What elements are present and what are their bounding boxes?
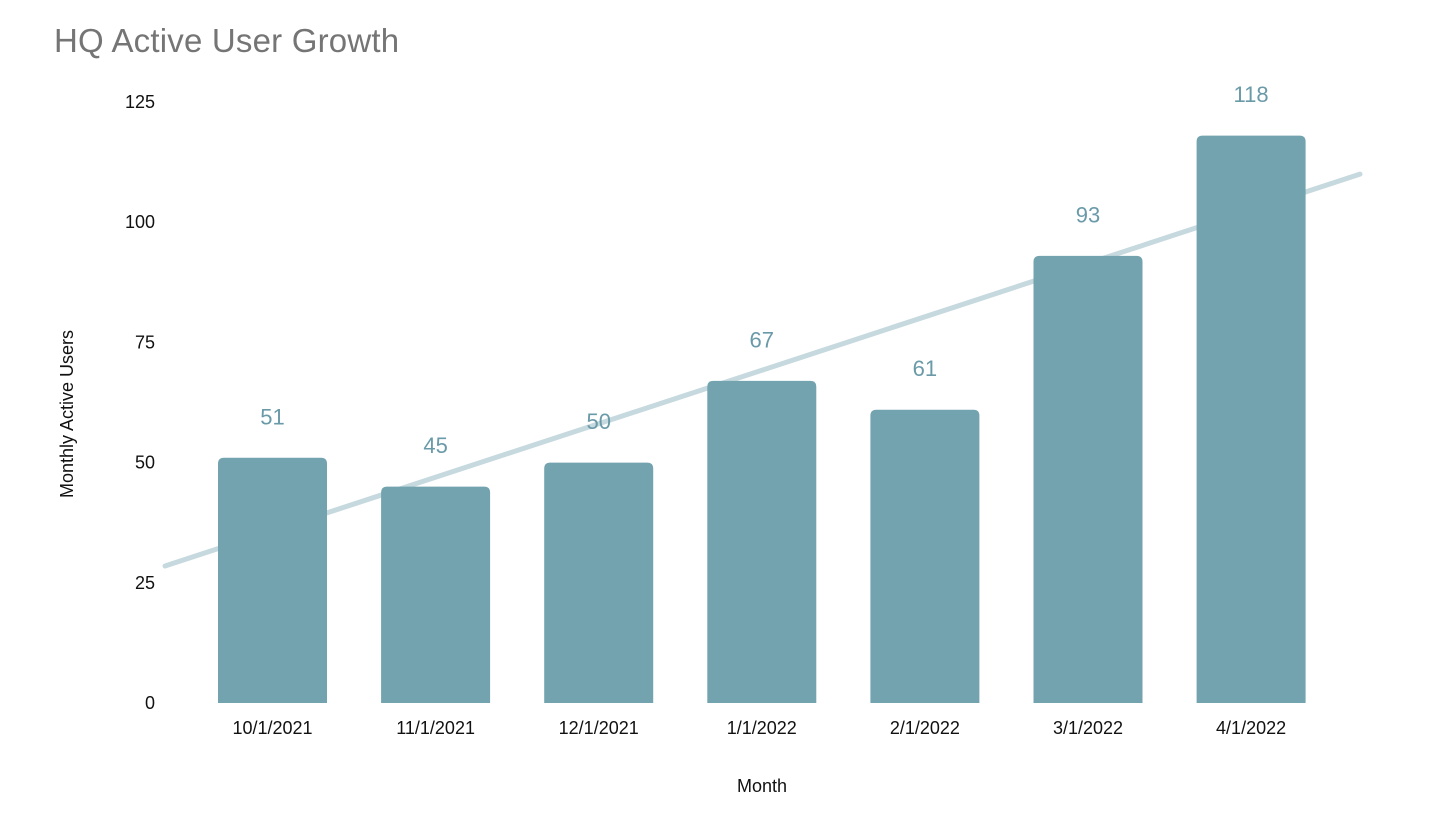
y-axis-ticks-layer: 0 25 50 75 100 125	[125, 92, 155, 713]
bar	[870, 409, 980, 703]
x-tick-label: 4/1/2022	[1216, 718, 1286, 738]
y-tick-label: 0	[145, 693, 155, 713]
bar-value-label: 61	[913, 356, 937, 381]
y-tick-label: 75	[135, 332, 155, 352]
trendline	[162, 171, 1363, 569]
x-axis-title: Month	[737, 776, 787, 796]
trendline-layer	[162, 171, 1363, 569]
bar	[1196, 135, 1306, 703]
y-tick-label: 100	[125, 212, 155, 232]
bar-value-label: 67	[750, 327, 774, 352]
bar	[707, 380, 817, 703]
y-tick-label: 125	[125, 92, 155, 112]
y-tick-label: 50	[135, 453, 155, 473]
bar	[218, 457, 327, 703]
y-tick-label: 25	[135, 573, 155, 593]
x-tick-label: 1/1/2022	[727, 718, 797, 738]
bar-value-label: 45	[423, 433, 447, 458]
x-tick-label: 2/1/2022	[890, 718, 960, 738]
bar-value-label: 50	[586, 409, 610, 434]
x-tick-label: 10/1/2021	[232, 718, 312, 738]
chart-title: HQ Active User Growth	[54, 22, 400, 59]
bar-value-label: 51	[260, 404, 284, 429]
value-labels-layer: 51 45 50 67 61 93 118	[260, 82, 1268, 458]
bar	[381, 486, 491, 703]
bar	[544, 462, 654, 703]
bar-value-label: 93	[1076, 202, 1100, 227]
bar-value-label: 118	[1234, 82, 1269, 107]
x-tick-label: 3/1/2022	[1053, 718, 1123, 738]
x-axis-ticks-layer: 10/1/2021 11/1/2021 12/1/2021 1/1/2022 2/1/2…	[232, 718, 1286, 738]
bar	[1033, 255, 1143, 703]
bars-layer	[218, 135, 1306, 703]
x-tick-label: 12/1/2021	[559, 718, 639, 738]
y-axis-title: Monthly Active Users	[57, 330, 77, 498]
x-tick-label: 11/1/2021	[396, 718, 475, 738]
